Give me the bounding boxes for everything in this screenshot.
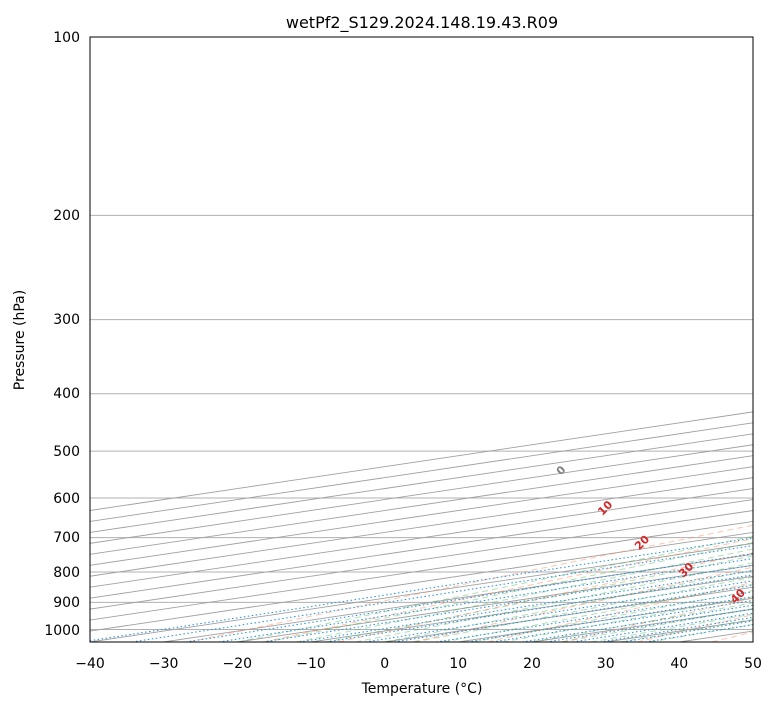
y-tick-label: 300	[53, 312, 80, 328]
chart-title: wetPf2_S129.2024.148.19.43.R09	[286, 13, 558, 33]
moist-adiabat-line	[266, 541, 753, 642]
mixing-ratio-line	[599, 616, 753, 642]
x-tick-label: 30	[597, 656, 615, 672]
isotherm-line	[90, 499, 753, 599]
x-tick-label: −40	[75, 656, 105, 672]
mixing-ratio-line	[492, 600, 753, 642]
plot-frame	[89, 36, 754, 643]
x-tick-label: −20	[223, 656, 253, 672]
y-axis-label: Pressure (hPa)	[12, 290, 28, 390]
y-tick-label: 200	[53, 208, 80, 224]
background-lines	[90, 37, 753, 642]
y-tick-label: 1000	[44, 623, 80, 639]
x-tick-label: −10	[296, 656, 326, 672]
isotherm-line	[90, 477, 753, 577]
mixing-ratio-line	[131, 545, 753, 642]
mixing-ratio-line	[185, 553, 753, 642]
mixing-ratio-line	[546, 608, 753, 642]
y-tick-label: 700	[53, 530, 80, 546]
x-tick-label: 20	[523, 656, 541, 672]
dry-adiabat-line	[487, 581, 753, 642]
moist-adiabat-line	[384, 569, 753, 642]
y-tick-label: 100	[53, 30, 80, 46]
x-tick-label: 0	[380, 656, 389, 672]
y-tick-label: 800	[53, 565, 80, 581]
y-tick-label: 500	[53, 444, 80, 460]
y-tick-label: 600	[53, 491, 80, 507]
mixing-ratio-line	[90, 537, 753, 642]
mixing-ratio-line	[218, 558, 753, 642]
x-axis-label: Temperature (°C)	[361, 681, 483, 697]
isotherm-line	[90, 488, 753, 588]
dry-adiabat-line	[263, 538, 753, 642]
moist-adiabat-line	[473, 590, 753, 642]
x-tick-label: −30	[149, 656, 179, 672]
moist-adiabat-line	[414, 576, 753, 642]
y-tick-label: 400	[53, 386, 80, 402]
isotherm-line	[90, 466, 753, 566]
isotherm-line	[90, 455, 753, 555]
y-tick-label: 900	[53, 595, 80, 611]
isotherm-line	[90, 531, 753, 632]
dry-adiabat-line	[412, 566, 753, 642]
mixing-ratio-line	[522, 604, 753, 642]
isotherm-line	[90, 444, 753, 544]
mixing-ratio-line	[572, 612, 753, 642]
x-tick-label: 10	[449, 656, 467, 672]
moist-adiabat-line	[325, 555, 753, 642]
isotherm-line	[90, 510, 753, 610]
y-axis: 100 200 300 400 500 600 700 800 900 1000…	[12, 30, 80, 639]
isotherm-line	[90, 520, 753, 621]
dry-adiabat-line	[188, 524, 753, 642]
x-tick-label: 50	[744, 656, 762, 672]
x-tick-label: 40	[670, 656, 688, 672]
moist-adiabat-line	[296, 548, 753, 642]
x-axis: −40 −30 −20 −10 0 10 20 30 40 50 Tempera…	[75, 656, 762, 697]
